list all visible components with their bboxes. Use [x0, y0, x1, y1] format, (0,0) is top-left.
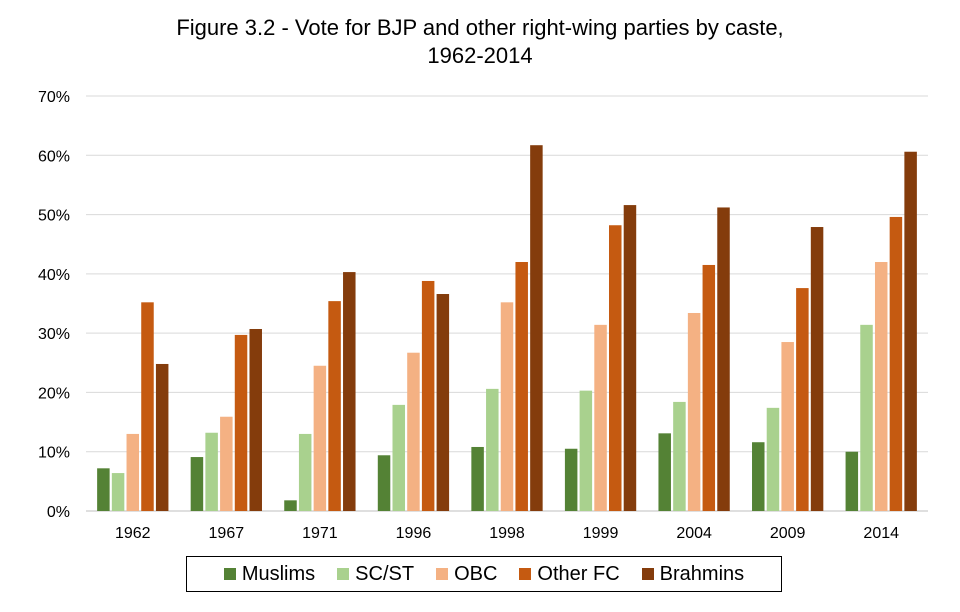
- bar-muslims-2004: [658, 433, 671, 511]
- x-tick-label: 2009: [770, 525, 806, 542]
- bar-obc-1999: [594, 324, 607, 511]
- legend-label: OBC: [454, 562, 498, 585]
- legend-item: Muslims: [223, 562, 316, 586]
- legend-label: Other FC: [537, 562, 620, 585]
- chart-title-line1: Figure 3.2 - Vote for BJP and other righ…: [176, 15, 784, 40]
- x-axis-ticks: 1962 1967 1971 1996 1998 1999 2004 2009 2014: [115, 525, 899, 542]
- bars: [97, 145, 917, 512]
- bar-obc-1967: [220, 416, 233, 511]
- bar-sc-st-1999: [579, 390, 593, 511]
- y-tick-label: 10%: [38, 445, 70, 462]
- bar-brahmins-1996: [436, 294, 450, 511]
- y-tick-label: 0%: [47, 504, 70, 521]
- bar-muslims-1967: [190, 457, 204, 511]
- x-tick-label: 1996: [396, 525, 432, 542]
- bar-obc-2014: [874, 262, 888, 511]
- bar-sc-st-1967: [205, 432, 218, 511]
- bar-brahmins-1998: [530, 145, 543, 511]
- bar-sc-st-1971: [298, 433, 312, 511]
- bar-brahmins-2004: [717, 207, 730, 511]
- legend-item: Brahmins: [641, 562, 745, 586]
- y-tick-label: 60%: [38, 148, 70, 165]
- bar-brahmins-1999: [623, 205, 637, 512]
- bar-other-fc-1999: [609, 225, 622, 511]
- x-tick-label: 2004: [676, 525, 712, 542]
- legend-swatch: [436, 568, 449, 580]
- bar-obc-1996: [407, 352, 420, 511]
- x-tick-label: 2014: [863, 525, 899, 542]
- legend-swatch: [519, 568, 532, 580]
- bar-brahmins-1967: [249, 328, 262, 511]
- bar-sc-st-1962: [111, 473, 125, 511]
- x-tick-label: 1971: [302, 525, 338, 542]
- y-tick-label: 20%: [38, 385, 70, 402]
- chart-title-line2: 1962-2014: [427, 43, 533, 68]
- bar-obc-2009: [781, 342, 794, 511]
- legend-item: Other FC: [519, 562, 620, 586]
- bar-other-fc-1967: [234, 334, 248, 511]
- x-tick-label: 1998: [489, 525, 525, 542]
- legend-swatch: [223, 568, 236, 580]
- bar-sc-st-2014: [860, 324, 873, 511]
- x-tick-label: 1999: [583, 525, 619, 542]
- bar-brahmins-1971: [343, 272, 356, 511]
- bar-obc-1962: [126, 433, 140, 511]
- bar-muslims-2009: [752, 442, 765, 511]
- bar-obc-1998: [500, 302, 514, 511]
- legend-label: Muslims: [241, 562, 316, 585]
- bar-muslims-1996: [377, 455, 391, 511]
- x-tick-label: 1962: [115, 525, 151, 542]
- y-tick-label: 50%: [38, 208, 70, 225]
- legend-label: SC/ST: [355, 562, 415, 585]
- x-tick-label: 1967: [209, 525, 245, 542]
- chart-title: Figure 3.2 - Vote for BJP and other righ…: [0, 14, 960, 70]
- y-tick-label: 40%: [38, 267, 70, 284]
- legend-swatch: [641, 568, 654, 580]
- bar-other-fc-1962: [141, 302, 154, 511]
- legend-label: Brahmins: [659, 562, 745, 585]
- bar-other-fc-1996: [421, 280, 435, 511]
- legend-item: OBC: [436, 563, 497, 586]
- bar-other-fc-2004: [702, 264, 716, 511]
- legend-item: SC/ST: [337, 563, 414, 586]
- bar-other-fc-1971: [328, 301, 341, 511]
- legend-swatch: [337, 568, 350, 580]
- y-axis-ticks: 0% 10% 20% 30% 40% 50% 60% 70%: [38, 89, 70, 521]
- bar-sc-st-1996: [392, 404, 405, 511]
- bar-muslims-2014: [845, 451, 859, 511]
- bar-chart: 0% 10% 20% 30% 40% 50% 60% 70% 1962 1967 1971 1996…: [38, 89, 928, 542]
- legend: Muslims SC/ST OBC Other FC Brahmins: [186, 556, 782, 592]
- bar-muslims-1962: [97, 468, 110, 511]
- bar-sc-st-1998: [486, 388, 499, 511]
- y-tick-label: 30%: [38, 326, 70, 343]
- bar-other-fc-1998: [515, 262, 528, 511]
- bar-brahmins-2009: [810, 227, 824, 511]
- bar-brahmins-2014: [904, 151, 917, 511]
- y-tick-label: 70%: [38, 89, 70, 106]
- bar-muslims-1999: [564, 448, 578, 511]
- bar-obc-1971: [313, 365, 327, 511]
- bar-obc-2004: [687, 312, 701, 511]
- bar-other-fc-2014: [889, 216, 903, 511]
- bar-sc-st-2004: [673, 401, 686, 511]
- bar-muslims-1998: [471, 446, 484, 511]
- bar-other-fc-2009: [796, 288, 809, 511]
- bar-sc-st-2009: [766, 407, 780, 511]
- bar-brahmins-1962: [155, 363, 169, 511]
- bar-muslims-1971: [284, 500, 297, 511]
